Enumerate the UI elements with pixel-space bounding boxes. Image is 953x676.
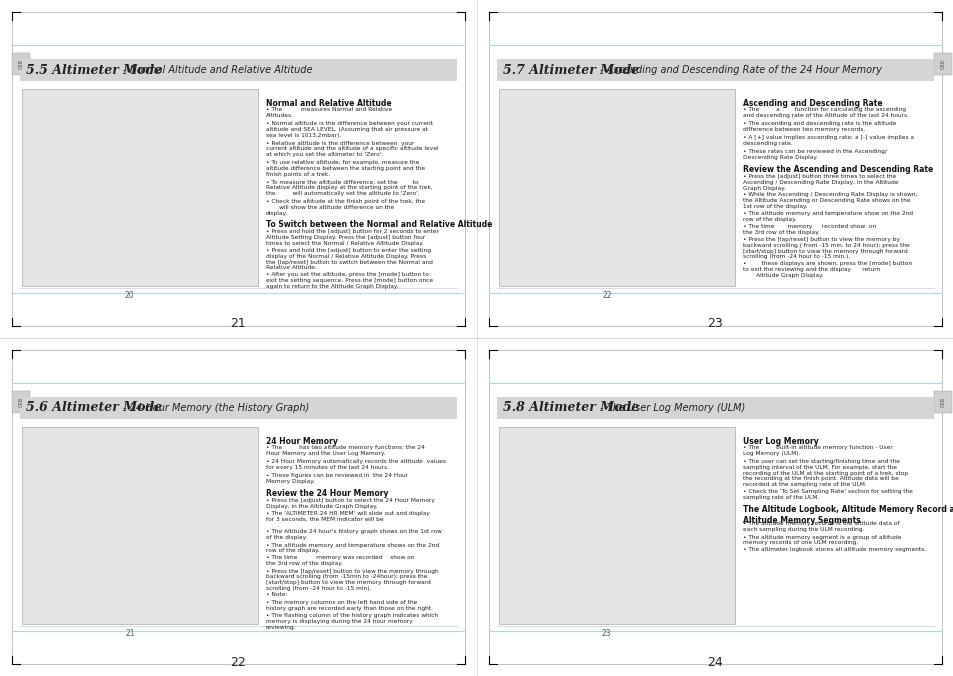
Text: • The altitude memory records is the altitude data of
each sampling during the U: • The altitude memory records is the alt… (741, 521, 899, 532)
Bar (12, 53, 30, 75)
Text: The Altitude Logbook, Altitude Memory Record and
Altitude Memory Segments: The Altitude Logbook, Altitude Memory Re… (741, 506, 953, 525)
Text: - 24 Hour Memory (the History Graph): - 24 Hour Memory (the History Graph) (119, 403, 309, 413)
Text: • While the Ascending / Descending Rate Display is shown,
the Altitude Ascending: • While the Ascending / Descending Rate … (741, 193, 916, 209)
Text: CRB: CRB (940, 59, 944, 69)
Bar (22, 427, 257, 624)
Bar (497, 59, 933, 81)
Text: • Press the [lap/reset] button to view the memory through
backward scrolling (fr: • Press the [lap/reset] button to view t… (265, 569, 437, 591)
Text: • To use relative altitude, for example, measure the
altitude difference between: • To use relative altitude, for example,… (265, 160, 424, 176)
Bar (498, 427, 734, 624)
Text: 23: 23 (707, 318, 722, 331)
Text: Review the 24 Hour Memory: Review the 24 Hour Memory (265, 489, 388, 498)
Bar (489, 350, 941, 664)
Text: 21: 21 (231, 318, 246, 331)
Text: • Check the altitude at the finish point of the trek, the
       will show the a: • Check the altitude at the finish point… (265, 199, 424, 216)
Text: •        these displays are shown, press the [mode] button
to exit the reviewing: • these displays are shown, press the [m… (741, 261, 911, 278)
Text: • Press the [adjust] button to select the 24 Hour Memory
Display, in the Altitud: • Press the [adjust] button to select th… (265, 498, 434, 509)
Text: 22: 22 (231, 656, 246, 669)
Bar (20, 397, 456, 419)
Text: • The time       memory     recorded show  on
the 3rd row of the display.: • The time memory recorded show on the 3… (741, 224, 875, 235)
Text: CRB: CRB (940, 397, 944, 407)
Text: Review the Ascending and Descending Rate: Review the Ascending and Descending Rate (741, 165, 932, 174)
Text: • The          measures Normal and Relative
Altitudes.: • The measures Normal and Relative Altit… (265, 107, 392, 118)
Text: • The altitude memory segment is a group of altitude
memory records of one ULM r: • The altitude memory segment is a group… (741, 535, 901, 546)
Bar (22, 89, 257, 286)
Text: • Press and hold the [adjust] button for 2 seconds to enter
Altitude Setting Dis: • Press and hold the [adjust] button for… (265, 229, 438, 246)
Text: • The flashing column of the history graph indicates which
memory is displaying : • The flashing column of the history gra… (265, 613, 437, 629)
Text: • The ascending and descending rate is the altitude
difference between two memor: • The ascending and descending rate is t… (741, 121, 895, 132)
Text: • The time          memory was recorded    show on
the 3rd row of the display.: • The time memory was recorded show on t… (265, 556, 414, 566)
Bar (20, 59, 456, 81)
Text: • Press the [lap/reset] button to view the memory by
backward scrolling ( from -: • Press the [lap/reset] button to view t… (741, 237, 908, 260)
Text: • The         a        function for calculating the ascending
and descending rat: • The a function for calculating the asc… (741, 107, 907, 118)
Text: Ascending and Descending Rate: Ascending and Descending Rate (741, 99, 882, 108)
Text: - The User Log Memory (ULM): - The User Log Memory (ULM) (596, 403, 744, 413)
Text: 5.8 Altimeter Mode: 5.8 Altimeter Mode (502, 402, 639, 414)
Bar (489, 12, 941, 326)
Text: • The 'ALTIMETER 24 HR MEM' will slide out and display
for 3 seconds, the MEM in: • The 'ALTIMETER 24 HR MEM' will slide o… (265, 511, 429, 527)
Text: - Normal Altitude and Relative Altitude: - Normal Altitude and Relative Altitude (119, 65, 312, 75)
Text: • The         built-in altitude memory function - User
Log Memory (ULM).: • The built-in altitude memory function … (741, 445, 891, 456)
Text: • Relative altitude is the difference between  your
current altitude and the alt: • Relative altitude is the difference be… (265, 141, 437, 157)
Text: • Note:: • Note: (265, 592, 287, 598)
Text: • After you set the altitude, press the [mode] button to
exit the setting sequen: • After you set the altitude, press the … (265, 272, 433, 289)
Text: • The user can set the starting/finishing time and the
sampling interval of the : • The user can set the starting/finishin… (741, 459, 906, 487)
Text: • Press and hold the [adjust] button to enter the setting
display of the Normal : • Press and hold the [adjust] button to … (265, 248, 432, 270)
Text: • The altimeter logbook stores all altitude memory segments.: • The altimeter logbook stores all altit… (741, 548, 924, 552)
Text: • The         has two altitude memory functions: the 24
Hour Memory and the User: • The has two altitude memory functions:… (265, 445, 424, 456)
Bar (497, 397, 933, 419)
Text: 24: 24 (707, 656, 722, 669)
Text: 22: 22 (601, 291, 611, 301)
Text: • Press the [adjust] button three times to select the
Ascending / Descending Rat: • Press the [adjust] button three times … (741, 174, 897, 191)
Bar (933, 391, 951, 413)
Text: 5.5 Altimeter Mode: 5.5 Altimeter Mode (26, 64, 162, 76)
Text: • A [+] value implies ascending rate; a [-] value implies a
descending rate.: • A [+] value implies ascending rate; a … (741, 135, 913, 146)
Text: 23: 23 (601, 629, 611, 639)
Text: • Check the 'To Set Sampling Rate' section for setting the
sampling rate of the : • Check the 'To Set Sampling Rate' secti… (741, 489, 911, 500)
Text: 5.6 Altimeter Mode: 5.6 Altimeter Mode (26, 402, 162, 414)
Text: 20: 20 (125, 291, 134, 301)
Text: • 24 Hour Memory automatically records the altitude  values
for every 15 minutes: • 24 Hour Memory automatically records t… (265, 459, 445, 470)
Text: • The altitude memory and temperature show on the 2nd
row of the display.: • The altitude memory and temperature sh… (741, 211, 912, 222)
Text: • The altitude memory and temperature shows on the 2nd
row of the display.: • The altitude memory and temperature sh… (265, 543, 438, 553)
Text: User Log Memory: User Log Memory (741, 437, 818, 446)
Text: • The Altitude 24 hour's history graph shows on the 1st row
of the display.: • The Altitude 24 hour's history graph s… (265, 529, 441, 540)
Text: 5.7 Altimeter Mode: 5.7 Altimeter Mode (502, 64, 639, 76)
Text: CRB: CRB (18, 397, 24, 407)
Text: Normal and Relative Altitude: Normal and Relative Altitude (265, 99, 391, 108)
Text: 24 Hour Memory: 24 Hour Memory (265, 437, 337, 446)
Bar (12, 350, 464, 664)
Text: CRB: CRB (18, 59, 24, 69)
Text: • These rates can be reviewed in the Ascending/
Descending Rate Display.: • These rates can be reviewed in the Asc… (741, 149, 885, 160)
Text: - Ascending and Descending Rate of the 24 Hour Memory: - Ascending and Descending Rate of the 2… (596, 65, 881, 75)
Text: • Normal altitude is the difference between your current
altitude and SEA LEVEL.: • Normal altitude is the difference betw… (265, 121, 432, 138)
Text: • To measure the altitude difference, set the        to
Relative Altitude displa: • To measure the altitude difference, se… (265, 180, 432, 196)
Bar (933, 53, 951, 75)
Bar (498, 89, 734, 286)
Text: • These figures can be reviewed in  the 24 Hour
Memory Display.: • These figures can be reviewed in the 2… (265, 473, 407, 484)
Bar (12, 391, 30, 413)
Bar (12, 12, 464, 326)
Text: • The memory columns on the left hand side of the
history graph are recorded ear: • The memory columns on the left hand si… (265, 600, 432, 611)
Text: To Switch between the Normal and Relative Altitude: To Switch between the Normal and Relativ… (265, 220, 492, 229)
Text: 21: 21 (125, 629, 134, 639)
